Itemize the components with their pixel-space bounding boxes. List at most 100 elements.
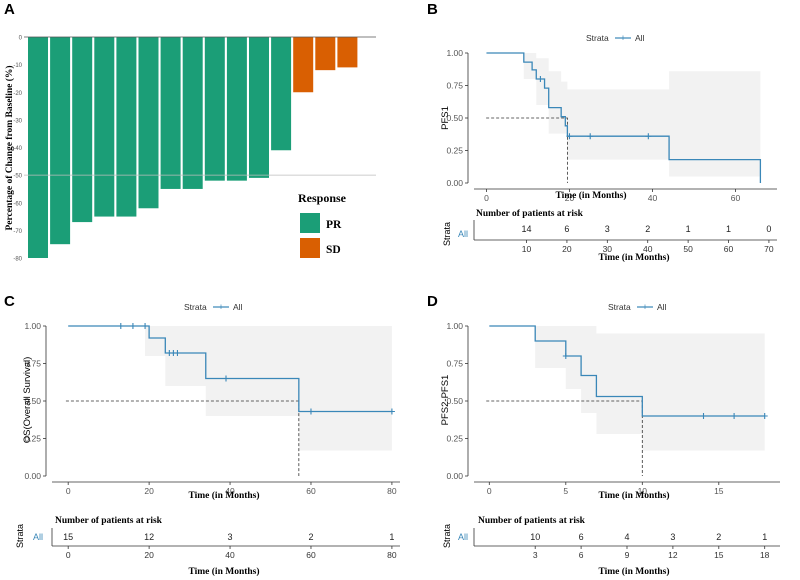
censor-mark xyxy=(537,76,544,82)
panel-d-letter: D xyxy=(427,293,438,310)
censor-mark xyxy=(566,133,573,140)
y-tick-label: 0.75 xyxy=(24,359,41,369)
risk-table-all-pfs2: All xyxy=(458,532,468,542)
bar-pr xyxy=(28,37,48,258)
risk-tick-label: 60 xyxy=(724,244,734,254)
y-tick-label: 0.25 xyxy=(24,434,41,444)
bar-pr xyxy=(116,37,137,217)
legend-swatch-sd xyxy=(300,238,320,258)
x-tick-label: 0 xyxy=(66,486,71,496)
bar-pr xyxy=(160,37,181,189)
bar-pr xyxy=(182,37,203,189)
legend-swatch-pr xyxy=(300,213,320,233)
y-tick-label: -60 xyxy=(13,201,22,207)
x-tick-label: 60 xyxy=(306,486,316,496)
censor-mark xyxy=(117,323,124,329)
risk-tick-label: 40 xyxy=(225,550,235,560)
risk-count: 6 xyxy=(579,532,584,542)
x-tick-label: 10 xyxy=(638,486,648,496)
strata-legend-label: Strata xyxy=(608,302,631,312)
risk-table-strata-pfs2: Strata xyxy=(442,524,452,548)
risk-tick-label: 70 xyxy=(764,244,774,254)
risk-table-os: 15 12 3 2 1 0 20 40 60 80 xyxy=(51,528,400,560)
x-tick-label: 20 xyxy=(565,193,575,203)
survival-curve xyxy=(68,325,392,413)
y-tick-label: 0.00 xyxy=(446,471,463,481)
censor-mark xyxy=(562,353,569,359)
bar-pr xyxy=(50,37,71,245)
censor-mark xyxy=(587,133,594,140)
risk-table-x-label-pfs2: Time (in Months) xyxy=(598,566,669,577)
y-tick-label: 0.75 xyxy=(446,359,463,369)
risk-tick-label: 40 xyxy=(643,244,653,254)
censor-mark xyxy=(142,323,149,329)
bar-pr xyxy=(94,37,115,217)
censor-mark xyxy=(307,408,314,415)
waterfall-legend: Response PR SD xyxy=(298,191,347,258)
risk-table-all-pfs1: All xyxy=(458,229,468,239)
risk-tick-label: 6 xyxy=(579,550,584,560)
risk-count: 3 xyxy=(605,224,610,234)
y-tick-label: 1.00 xyxy=(24,321,41,331)
x-tick-label: 80 xyxy=(387,486,397,496)
risk-count: 1 xyxy=(726,224,731,234)
x-tick-label: 15 xyxy=(714,486,724,496)
x-axis-label-pfs2: Time (in Months) xyxy=(598,490,669,501)
confidence-band xyxy=(68,326,392,451)
strata-legend-marker: + xyxy=(642,302,647,312)
risk-table-all-os: All xyxy=(33,532,43,542)
y-tick-label: -30 xyxy=(13,118,22,124)
survival-curve xyxy=(489,325,765,417)
risk-table-title-pfs1: Number of patients at risk xyxy=(476,209,584,219)
y-tick-label: -20 xyxy=(13,91,22,97)
risk-count: 1 xyxy=(389,532,394,542)
bar-pr xyxy=(204,37,225,181)
panel-b-letter: B xyxy=(427,1,438,18)
strata-legend-label: Strata xyxy=(586,33,609,43)
y-tick-label: 0 xyxy=(19,36,23,42)
x-tick-label: 5 xyxy=(563,486,568,496)
risk-table-strata-os: Strata xyxy=(15,524,25,548)
censor-mark xyxy=(761,413,768,419)
bar-pr xyxy=(72,37,93,223)
median-survival-line xyxy=(486,117,568,183)
risk-count: 10 xyxy=(530,532,540,542)
strata-legend-marker: + xyxy=(218,302,223,312)
risk-tick-label: 15 xyxy=(714,550,724,560)
risk-count: 15 xyxy=(63,532,73,542)
x-tick-label: 40 xyxy=(648,193,658,203)
legend-title: Response xyxy=(298,191,347,205)
censor-mark xyxy=(700,413,707,419)
risk-tick-label: 30 xyxy=(603,244,613,254)
strata-legend-all: All xyxy=(635,33,645,43)
y-tick-label: 0.00 xyxy=(446,178,463,188)
risk-table-title-pfs2: Number of patients at risk xyxy=(478,516,586,526)
confidence-band xyxy=(486,53,761,177)
legend-label-sd: SD xyxy=(326,244,341,256)
y-tick-label: 0.00 xyxy=(24,471,41,481)
bar-sd xyxy=(315,37,336,71)
legend-label-pr: PR xyxy=(326,219,342,231)
panel-c-letter: C xyxy=(4,293,15,310)
panel-b: B Strata + All 0 20 40 600.000.250.500.751.… xyxy=(427,1,777,263)
y-tick-label: 0.50 xyxy=(446,113,463,123)
panel-d: D Strata + All 0 5 10 15 0.00 0.25 0.50 0.75 1.0… xyxy=(427,293,780,577)
risk-tick-label: 10 xyxy=(522,244,532,254)
panel-a-letter: A xyxy=(4,1,15,18)
waterfall-y-label: Percentage of Change from Baseline (%) xyxy=(4,65,15,230)
strata-legend-all: All xyxy=(657,302,667,312)
risk-count: 1 xyxy=(762,532,767,542)
censor-mark xyxy=(731,413,738,419)
risk-tick-label: 9 xyxy=(625,550,630,560)
confidence-band xyxy=(489,326,765,451)
y-tick-label: -70 xyxy=(13,229,22,235)
risk-count: 2 xyxy=(645,224,650,234)
waterfall-y-ticks: 0 -10 -20 -30 -40 -50 -60 -70 -80 xyxy=(13,36,22,263)
km-legend-b: Strata + All xyxy=(586,33,645,43)
km-legend-c: Strata + All xyxy=(184,302,243,312)
risk-tick-label: 50 xyxy=(683,244,693,254)
y-tick-label: -10 xyxy=(13,63,22,69)
risk-count: 3 xyxy=(228,532,233,542)
y-axis-label-pfs2: PFS2-PFS1 xyxy=(440,375,451,426)
